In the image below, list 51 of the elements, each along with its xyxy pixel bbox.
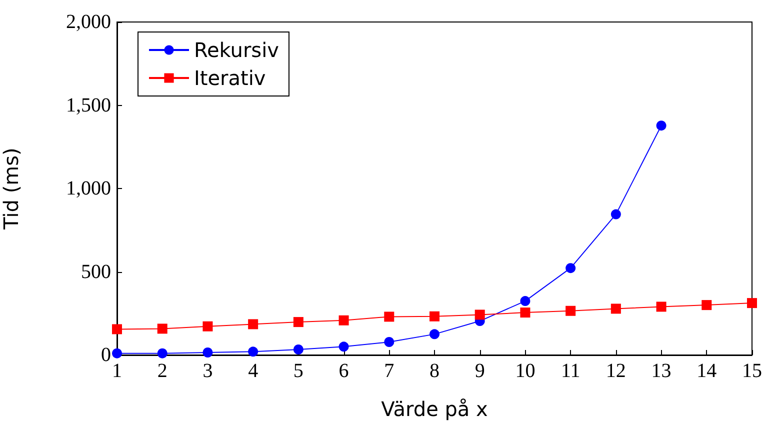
x-tick-label: 10 — [515, 360, 536, 382]
point — [610, 209, 621, 220]
point — [474, 310, 485, 320]
point — [520, 308, 530, 318]
point — [248, 319, 258, 330]
x-tick-label: 2 — [157, 360, 168, 382]
point — [202, 321, 213, 332]
x-tick-label: 11 — [560, 360, 580, 382]
point — [656, 120, 666, 131]
point — [656, 302, 666, 312]
point — [566, 263, 576, 274]
y-tick-label: 500 — [81, 260, 111, 283]
x-tick-label: 12 — [606, 360, 626, 382]
x-tick-label: 7 — [384, 360, 394, 382]
y-tick-label: 0 — [101, 344, 111, 366]
point — [157, 348, 168, 358]
point — [520, 296, 530, 306]
point — [157, 324, 168, 334]
point — [202, 348, 213, 358]
point — [293, 344, 304, 355]
x-tick-label: 5 — [293, 360, 304, 382]
point — [747, 298, 757, 308]
x-tick-label: 6 — [338, 360, 349, 382]
x-tick-label: 14 — [696, 360, 717, 382]
legend-label: Rekursiv — [194, 38, 280, 62]
legend-label: Iterativ — [194, 66, 266, 90]
point — [112, 348, 122, 358]
x-tick-label: 8 — [430, 360, 440, 382]
point — [566, 306, 576, 316]
y-axis-title: Tid (ms) — [0, 148, 23, 230]
point — [430, 329, 440, 340]
point — [338, 342, 349, 352]
y-tick-label: 1,000 — [66, 178, 111, 200]
x-axis-title: Värde på x — [381, 397, 488, 421]
x-tick-label: 13 — [651, 360, 672, 382]
point — [248, 346, 258, 357]
point — [610, 304, 621, 314]
point — [384, 312, 394, 322]
point — [293, 317, 304, 328]
x-tick-label: 15 — [742, 360, 762, 382]
y-tick-label: 1,500 — [66, 94, 111, 116]
y-tick-label: 2,000 — [66, 11, 111, 33]
x-tick-label: 4 — [248, 360, 258, 382]
point — [702, 300, 712, 310]
point — [384, 337, 394, 348]
point — [338, 315, 349, 326]
x-tick-label: 1 — [112, 360, 122, 382]
x-tick-label: 3 — [202, 360, 213, 382]
point — [112, 324, 122, 334]
point — [430, 311, 440, 322]
x-tick-label: 9 — [474, 360, 485, 382]
